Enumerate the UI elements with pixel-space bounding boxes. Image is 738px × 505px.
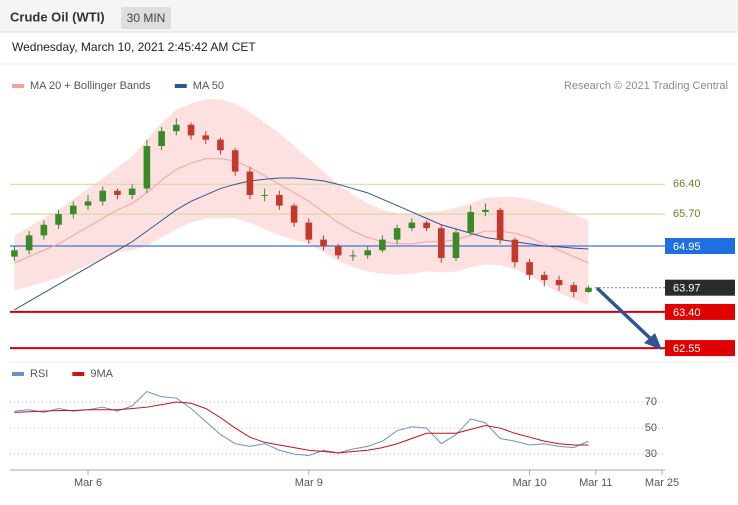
price-tag-label: 62.55 xyxy=(673,343,701,355)
candle-body xyxy=(276,194,283,206)
candle-body xyxy=(217,139,224,151)
timestamp: Wednesday, March 10, 2021 2:45:42 AM CET xyxy=(12,40,256,54)
y-tick-label: 30 xyxy=(645,448,657,460)
candle-body xyxy=(540,274,548,281)
candle-body xyxy=(526,262,533,275)
timeframe-badge[interactable] xyxy=(121,7,171,29)
candle-body xyxy=(11,250,18,257)
candle-body xyxy=(408,222,416,229)
copyright: Research © 2021 Trading Central xyxy=(564,80,728,92)
bollinger-band xyxy=(14,99,589,306)
header-bar xyxy=(0,0,738,32)
price-tag xyxy=(665,340,735,357)
candle-body xyxy=(320,239,327,247)
y-tick-label: 50 xyxy=(645,422,657,434)
projection-arrow xyxy=(595,286,654,342)
candle-body xyxy=(585,287,592,292)
candle-body xyxy=(393,228,401,240)
plot: MA 20 + Bollinger Bands MA 50 66.40 65.70 64… xyxy=(10,80,735,489)
candle-body xyxy=(25,235,33,251)
legend-label: MA 20 + Bollinger Bands xyxy=(30,80,151,92)
candle-body xyxy=(511,239,519,263)
candle-body xyxy=(143,146,151,189)
candle-body xyxy=(99,190,107,202)
price-level-label: 66.40 xyxy=(673,178,701,190)
price-tag xyxy=(665,303,735,320)
legend-swatch xyxy=(12,372,24,376)
legend-label: 9MA xyxy=(90,368,113,380)
candle-body xyxy=(187,124,195,136)
candle-body xyxy=(496,209,504,240)
moving-average-line xyxy=(14,158,589,264)
legend-swatch xyxy=(12,84,24,88)
price-tag xyxy=(665,238,735,255)
candle-body xyxy=(40,224,48,236)
candle-body xyxy=(173,124,180,132)
y-tick-label: 70 xyxy=(645,396,657,408)
candle-body xyxy=(128,188,136,195)
candle-body xyxy=(84,201,92,206)
x-tick-label: Mar 11 xyxy=(579,477,612,489)
candle-body xyxy=(158,131,165,147)
candle-body xyxy=(570,285,578,292)
candle-body xyxy=(437,228,445,258)
price-tag-label: 63.40 xyxy=(673,307,701,319)
x-tick-label: Mar 9 xyxy=(295,477,323,489)
candle-body xyxy=(334,246,342,256)
instrument-title: Crude Oil (WTI) xyxy=(10,9,105,24)
candle-body xyxy=(305,222,313,240)
x-tick-label: Mar 10 xyxy=(512,477,546,489)
price-level-label: 65.70 xyxy=(673,208,701,220)
candle-body xyxy=(246,171,254,195)
candle-body xyxy=(452,232,460,258)
moving-average-line xyxy=(14,177,589,311)
price-tag-label: 63.97 xyxy=(673,283,701,295)
x-tick-label: Mar 6 xyxy=(74,477,102,489)
candle-body xyxy=(231,150,239,172)
candle-body xyxy=(423,222,430,229)
legend-label: MA 50 xyxy=(193,80,224,92)
price-tag-label: 64.95 xyxy=(673,241,701,253)
x-tick-label: Mar 25 xyxy=(645,477,679,489)
candle-body xyxy=(482,209,489,212)
projection-arrowhead xyxy=(644,333,662,350)
price-tag xyxy=(665,279,735,296)
candle-body xyxy=(290,205,298,223)
indicator-line xyxy=(14,390,589,456)
legend-swatch xyxy=(174,84,187,88)
candle-body xyxy=(467,211,475,233)
candle-body xyxy=(379,239,386,251)
timeframe-label: 30 MIN xyxy=(127,11,166,25)
candle-body xyxy=(261,194,268,196)
indicator-line xyxy=(14,401,589,454)
legend-label: RSI xyxy=(30,368,48,380)
candle-body xyxy=(114,190,121,195)
candle-body xyxy=(555,280,563,286)
candle-body xyxy=(364,250,371,256)
candle-body xyxy=(55,214,62,225)
candle-body xyxy=(69,205,77,215)
legend-swatch xyxy=(72,372,85,376)
candle-body xyxy=(202,135,210,140)
candle-body xyxy=(349,255,357,257)
